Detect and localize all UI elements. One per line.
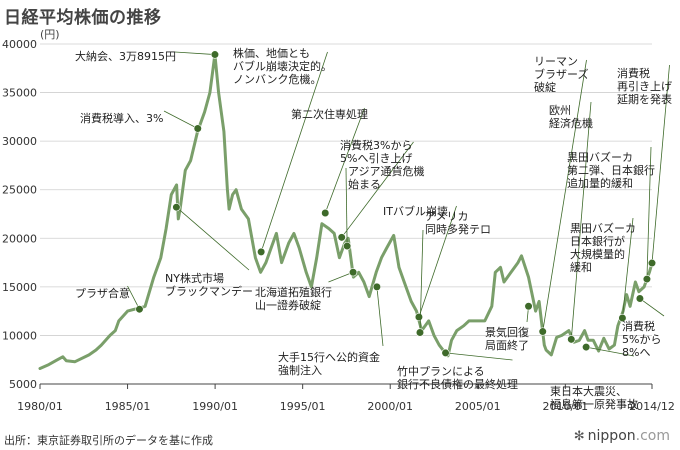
annotation-marker-8 [348,268,358,277]
annotation-marker-17 [618,313,627,323]
annotation-leader-12 [445,352,513,361]
annotation-leader-9 [376,286,384,347]
x-tick-label-2: 1990/01 [192,400,238,413]
annotation-leader-17 [622,217,634,318]
annotation-label-7: アジア通貨危機始まる [348,164,425,191]
x-tick-label-6: 2010/01 [542,400,588,413]
y-axis-unit-label: (円) [40,28,60,41]
y-tick-label-40000: 40000 [2,38,37,51]
logo-domain: .com [635,428,670,444]
annotation-marker-12 [441,348,450,358]
annotation-label-17: 黒田バズーカ日本銀行が大規模量的緩和 [570,221,636,274]
y-tick-label-20000: 20000 [2,232,37,245]
annotation-marker-1 [172,203,181,212]
annotation-marker-20 [647,258,657,268]
annotation-marker-14 [538,327,547,336]
annotation-label-15: 欧州経済危機 [549,104,593,130]
x-tick-label-1: 1985/01 [105,400,151,413]
annotation-label-0: プラザ合意 [75,286,130,300]
annotation-leader-2 [163,110,198,129]
annotation-marker-0 [135,305,144,314]
annotation-marker-15 [567,335,576,344]
annotation-leader-18 [639,298,665,317]
annotation-marker-2 [193,124,202,133]
annotation-marker-5 [321,208,330,218]
series-line-nikkei [38,53,654,370]
annotation-label-13: 景気回復局面終了 [485,325,529,352]
annotation-label-4: 株価、地価ともバブル崩壊決定的。ノンバンク危機。 [233,46,332,86]
y-tick-label-10000: 10000 [2,329,37,342]
chart-title: 日経平均株価の推移 [4,8,162,28]
annotation-leader-14 [542,59,587,332]
annotation-label-14: リーマンブラザーズ破綻 [534,55,588,94]
x-tick-label-3: 1995/01 [280,400,326,413]
x-tick-label-4: 2000/01 [367,400,413,413]
series-layer [38,53,654,370]
annotation-leader-20 [651,64,670,264]
annotation-marker-16 [582,342,591,352]
y-tick-label-15000: 15000 [2,281,37,294]
annotation-leader-4 [260,51,328,253]
annotation-leader-6 [341,141,414,238]
annotation-marker-7 [343,241,352,251]
annotation-label-18: 消費税 5%から 8%へ [622,319,661,359]
annotation-marker-13 [524,302,533,311]
annotation-leader-0 [127,285,140,310]
y-tick-label-25000: 25000 [2,184,37,197]
annotation-leader-8 [328,271,354,283]
annotation-label-11: アメリカ同時多発テロ [425,210,491,236]
annotation-label-20: 消費税再引き上げ延期を発表 [617,66,672,106]
annotation-label-10: ITバブル崩壊 [383,204,448,218]
annotation-label-5: 第二次住専処理 [291,107,368,121]
annotation-leader-19 [646,146,652,280]
annotation-label-6: 消費税3%から 5%へ引き上げ [340,138,412,165]
annotation-marker-10 [414,312,424,322]
annotation-leader-15 [570,101,592,340]
annotation-label-8: 北海道拓殖銀行山一證券破綻 [255,285,332,312]
annotation-marker-6 [337,233,346,242]
annotation-label-1: NY株式市場ブラックマンデー [165,271,253,298]
annotation-label-3: 大納会、3万8915円 [75,49,176,63]
annotation-label-2: 消費税導入、3% [80,111,163,125]
annotation-marker-18 [635,294,645,303]
annotation-leader-5 [324,107,365,214]
nippon-logo-icon: ✻ [573,428,585,444]
annotation-marker-19 [642,274,652,284]
x-tick-label-5: 2005/01 [455,400,501,413]
y-tick-label-35000: 35000 [2,87,37,100]
annotation-marker-3 [210,50,220,59]
y-tick-label-5000: 5000 [9,378,37,391]
annotation-leader-10 [418,205,457,318]
annotation-leader-1 [176,206,250,271]
annotation-leader-7 [345,167,348,247]
annotation-leader-11 [419,229,424,333]
annotation-leader-3 [174,51,215,55]
y-tick-label-30000: 30000 [2,135,37,148]
x-tick-label-7: 2014/12 [629,400,675,413]
x-axis-ticks: 1980/01 1985/01 1990/01 1995/01 2000/01 2005/… [17,384,675,413]
grid-lines [40,43,652,385]
publisher-logo[interactable]: ✻ nippon.com [574,428,670,444]
annotation-marker-4 [257,247,266,256]
annotations-layer: プラザ合意 NY株式市場ブラックマンデー 消費税導入、3% 大納会、3万8915円 株価… [75,46,672,411]
logo-name: nippon [587,428,636,444]
stock-price-chart: 500010000150002000025000300003500040000 … [2,38,675,413]
annotation-leader-16 [586,346,635,357]
x-tick-label-0: 1980/01 [17,400,63,413]
annotation-label-9: 大手15行へ公的資金強制注入 [278,350,380,377]
annotation-marker-9 [372,282,382,291]
annotation-marker-11 [415,328,425,337]
y-axis-ticks: 5000 10000 15000 20000 25000 30000 35000 40000 [2,38,37,391]
annotation-label-16: 東日本大震災、福島第一原発事故 [550,384,638,411]
annotation-label-19: 黒田バズーカ第二弾、日本銀行追加量的緩和 [567,150,655,190]
annotation-label-12: 竹中プランによる銀行不良債権の最終処理 [397,364,518,391]
source-note: 出所：東京証券取引所のデータを基に作成 [4,434,213,447]
